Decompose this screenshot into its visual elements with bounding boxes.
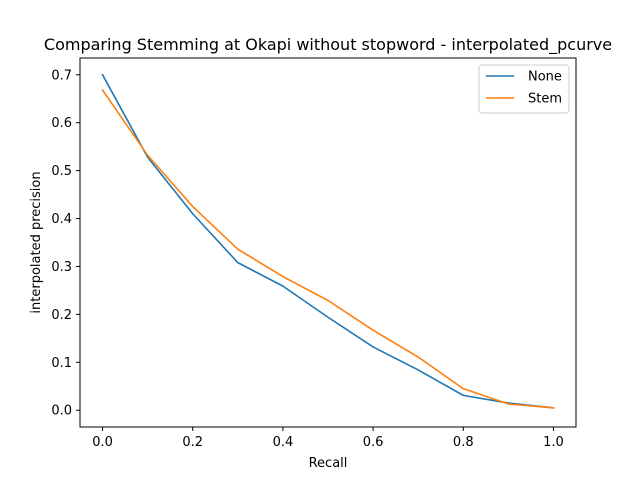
y-tick-label: 0.3	[51, 260, 72, 275]
x-tick-label: 0.6	[363, 435, 384, 450]
y-tick-label: 0.2	[51, 308, 72, 323]
legend-label-none: None	[528, 70, 562, 85]
y-tick-label: 0.6	[51, 116, 72, 131]
x-axis-label: Recall	[309, 456, 348, 471]
y-axis: 0.0 0.1 0.2 0.3 0.4 0.5 0.6 0.7	[51, 68, 80, 419]
x-tick-label: 0.0	[92, 435, 113, 450]
x-tick-label: 0.2	[182, 435, 203, 450]
x-tick-label: 1.0	[543, 435, 564, 450]
x-tick-label: 0.4	[273, 435, 294, 450]
y-tick-label: 0.1	[51, 356, 72, 371]
chart-title: Comparing Stemming at Okapi without stop…	[44, 35, 612, 55]
y-tick-label: 0.4	[51, 212, 72, 227]
y-tick-label: 0.7	[51, 68, 72, 83]
series-line-stem	[101, 88, 555, 409]
legend: None Stem	[478, 64, 570, 114]
x-axis: 0.0 0.2 0.4 0.6 0.8 1.0	[92, 427, 564, 450]
x-tick-label: 0.8	[453, 435, 474, 450]
plot-area	[101, 73, 555, 409]
series-line-none	[101, 73, 555, 409]
legend-box	[478, 64, 570, 114]
y-axis-label: interpolated precision	[29, 171, 44, 313]
y-tick-label: 0.5	[51, 164, 72, 179]
y-tick-label: 0.0	[51, 404, 72, 419]
plot-frame	[79, 57, 577, 428]
legend-label-stem: Stem	[528, 92, 562, 107]
